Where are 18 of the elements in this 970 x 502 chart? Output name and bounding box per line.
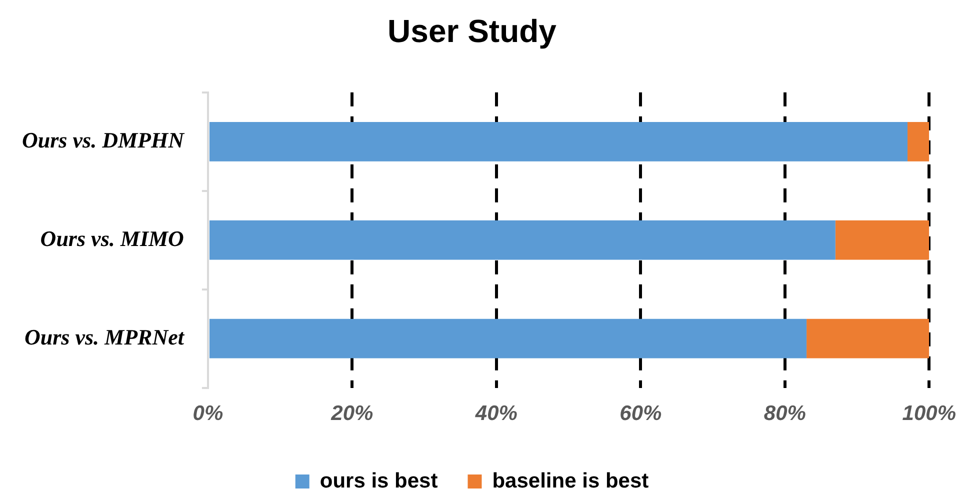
bar	[835, 220, 930, 260]
x-tick-label: 0%	[192, 402, 224, 426]
bar	[806, 318, 930, 358]
bar	[209, 122, 908, 162]
bar	[209, 318, 807, 358]
x-tick-label: 40%	[474, 402, 518, 426]
bar	[908, 122, 930, 162]
legend-label: ours is best	[320, 469, 438, 492]
chart-title: User Study	[388, 13, 557, 50]
y-tick-label: Ours vs. MPRNet	[24, 324, 185, 350]
x-tick-label: 20%	[330, 402, 374, 426]
bar	[209, 220, 836, 260]
y-tick-label: Ours vs. MIMO	[40, 226, 184, 251]
x-tick-label: 100%	[902, 402, 956, 426]
y-tick-label: Ours vs. DMPHN	[22, 127, 186, 152]
x-tick-label: 60%	[620, 402, 662, 426]
legend-label: baseline is best	[492, 469, 649, 492]
x-tick-label: 80%	[764, 402, 806, 426]
